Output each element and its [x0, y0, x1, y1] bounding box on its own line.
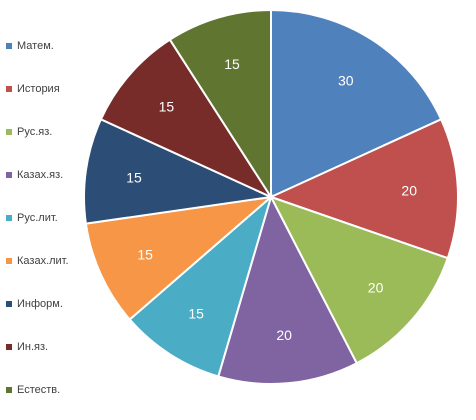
- pie-slice: [99, 38, 274, 200]
- legend-item: Рус.яз.: [6, 110, 86, 153]
- legend-item: История: [6, 67, 86, 110]
- legend-label: История: [17, 82, 60, 95]
- legend-label: Естеств.: [17, 383, 61, 396]
- legend-swatch: [6, 128, 12, 135]
- slice-data-label: 15: [126, 169, 142, 185]
- chart-legend: Матем. История Рус.яз. Казах.яз. Рус.лит. Каз…: [6, 24, 86, 411]
- legend-swatch: [6, 300, 12, 307]
- legend-item: Естеств.: [6, 368, 86, 411]
- legend-label: Ин.яз.: [17, 340, 49, 353]
- legend-swatch: [6, 171, 12, 178]
- legend-label: Рус.яз.: [17, 125, 53, 138]
- legend-item: Рус.лит.: [6, 196, 86, 239]
- slice-data-label: 15: [137, 246, 153, 262]
- slice-data-label: 20: [401, 182, 417, 198]
- slice-data-label: 15: [188, 305, 204, 321]
- slice-data-label: 30: [338, 73, 354, 89]
- legend-swatch: [6, 85, 12, 92]
- slice-data-label: 20: [276, 327, 292, 343]
- pie-slice: [83, 117, 275, 225]
- legend-item: Матем.: [6, 24, 86, 67]
- legend-swatch: [6, 257, 12, 264]
- legend-swatch: [6, 343, 12, 350]
- pie-slice: [268, 195, 449, 365]
- legend-swatch: [6, 42, 12, 49]
- legend-item: Казах.яз.: [6, 153, 86, 196]
- legend-item: Информ.: [6, 282, 86, 325]
- slice-data-label: 15: [159, 98, 175, 114]
- legend-label: Рус.лит.: [17, 211, 58, 224]
- legend-label: Информ.: [17, 297, 63, 310]
- legend-item: Казах.лит.: [6, 239, 86, 282]
- legend-swatch: [6, 386, 12, 393]
- pie-slice: [270, 8, 443, 199]
- legend-item: Ин.яз.: [6, 325, 86, 368]
- pie-slice: [84, 195, 275, 321]
- legend-label: Казах.яз.: [17, 168, 64, 181]
- slice-data-label: 15: [224, 56, 240, 72]
- pie-slice: [168, 8, 272, 201]
- legend-label: Матем.: [17, 39, 54, 52]
- slice-data-label: 20: [368, 280, 384, 296]
- pie-slice: [128, 194, 273, 378]
- pie-slice: [268, 117, 459, 260]
- pie-slice: [217, 194, 359, 385]
- legend-swatch: [6, 214, 12, 221]
- legend-label: Казах.лит.: [17, 254, 69, 267]
